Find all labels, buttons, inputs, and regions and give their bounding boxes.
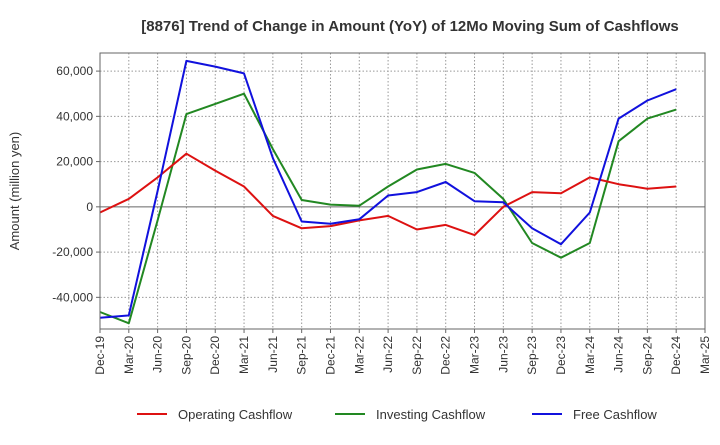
y-tick-label: -40,000 bbox=[52, 290, 93, 304]
series-line-operating bbox=[99, 152, 677, 237]
plot-frame bbox=[99, 52, 706, 330]
legend: Operating Cashflow Investing Cashflow Free… bbox=[137, 407, 657, 422]
x-tick-label: Dec-19 bbox=[93, 336, 107, 375]
series-line-free bbox=[99, 59, 677, 319]
series-lines bbox=[99, 59, 677, 325]
x-tick-label: Dec-24 bbox=[669, 336, 683, 375]
x-tick-label: Sep-21 bbox=[295, 336, 309, 375]
x-tick-label: Mar-20 bbox=[122, 336, 136, 374]
legend-label-free: Free Cashflow bbox=[573, 407, 657, 422]
x-tick-label: Dec-21 bbox=[323, 336, 337, 375]
x-tick-label: Mar-23 bbox=[468, 336, 482, 374]
x-tick-label: Sep-20 bbox=[179, 336, 193, 375]
x-tick-label: Mar-25 bbox=[698, 336, 712, 374]
grid-lines bbox=[100, 53, 705, 329]
series-line-investing bbox=[99, 92, 677, 325]
y-tick-label: 0 bbox=[86, 200, 93, 214]
x-tick-label: Jun-20 bbox=[151, 336, 165, 373]
y-tick-label: -20,000 bbox=[52, 245, 93, 259]
x-tick-label: Sep-24 bbox=[640, 336, 654, 375]
x-tick-label: Jun-21 bbox=[266, 336, 280, 373]
chart-title: [8876] Trend of Change in Amount (YoY) o… bbox=[141, 18, 679, 35]
x-tick-label: Dec-20 bbox=[208, 336, 222, 375]
y-tick-label: 20,000 bbox=[56, 155, 93, 169]
y-axis-label: Amount (million yen) bbox=[7, 132, 22, 251]
x-tick-label: Dec-23 bbox=[554, 336, 568, 375]
x-tick-label: Mar-24 bbox=[583, 336, 597, 374]
x-tick-label: Sep-22 bbox=[410, 336, 424, 375]
y-tick-label: 40,000 bbox=[56, 109, 93, 123]
legend-label-investing: Investing Cashflow bbox=[376, 407, 486, 422]
y-tick-label: 60,000 bbox=[56, 64, 93, 78]
x-tick-label: Mar-21 bbox=[237, 336, 251, 374]
x-tick-label: Jun-23 bbox=[496, 336, 510, 373]
x-tick-label: Mar-22 bbox=[352, 336, 366, 374]
x-tick-label: Dec-22 bbox=[439, 336, 453, 375]
x-tick-label: Sep-23 bbox=[525, 336, 539, 375]
legend-label-operating: Operating Cashflow bbox=[178, 407, 293, 422]
x-tick-label: Jun-24 bbox=[612, 336, 626, 373]
x-tick-label: Jun-22 bbox=[381, 336, 395, 373]
x-axis-ticks: Dec-19 Mar-20 Jun-20 Sep-20 Dec-20 Mar-21 Jun-… bbox=[93, 329, 712, 375]
y-axis-ticks: -40,000 -20,000 0 20,000 40,000 60,000 bbox=[52, 64, 100, 304]
